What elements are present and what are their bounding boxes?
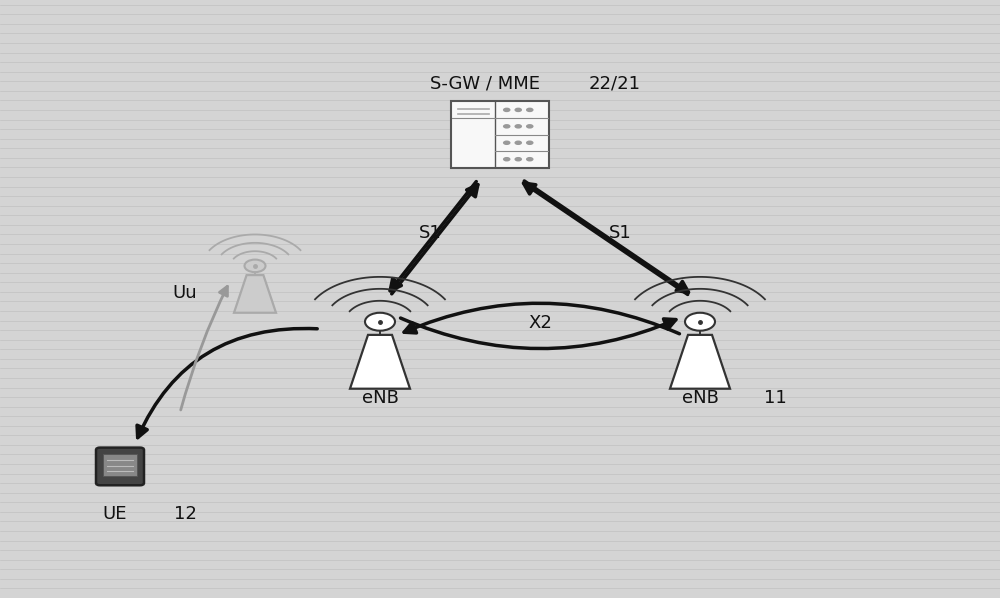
- Circle shape: [503, 141, 511, 145]
- Circle shape: [685, 313, 715, 331]
- Circle shape: [514, 108, 522, 112]
- Circle shape: [514, 141, 522, 145]
- Text: 12: 12: [174, 505, 196, 523]
- Circle shape: [526, 157, 534, 161]
- Text: eNB: eNB: [362, 389, 398, 407]
- Text: 11: 11: [764, 389, 786, 407]
- FancyBboxPatch shape: [103, 454, 137, 476]
- Text: eNB: eNB: [682, 389, 718, 407]
- FancyBboxPatch shape: [96, 447, 144, 486]
- Text: S1: S1: [419, 224, 441, 242]
- Circle shape: [503, 124, 511, 129]
- Circle shape: [514, 157, 522, 161]
- Polygon shape: [234, 275, 276, 313]
- Text: X2: X2: [528, 314, 552, 332]
- Text: Uu: Uu: [173, 284, 197, 302]
- Circle shape: [526, 141, 534, 145]
- Text: 22/21: 22/21: [589, 75, 641, 93]
- Polygon shape: [350, 335, 410, 389]
- Circle shape: [503, 157, 511, 161]
- Circle shape: [244, 260, 266, 272]
- Circle shape: [365, 313, 395, 331]
- Circle shape: [503, 108, 511, 112]
- Circle shape: [526, 124, 534, 129]
- Text: S-GW / MME: S-GW / MME: [430, 75, 540, 93]
- Polygon shape: [670, 335, 730, 389]
- Text: UE: UE: [103, 505, 127, 523]
- Circle shape: [514, 124, 522, 129]
- Circle shape: [526, 108, 534, 112]
- Text: S1: S1: [609, 224, 631, 242]
- FancyBboxPatch shape: [451, 101, 549, 168]
